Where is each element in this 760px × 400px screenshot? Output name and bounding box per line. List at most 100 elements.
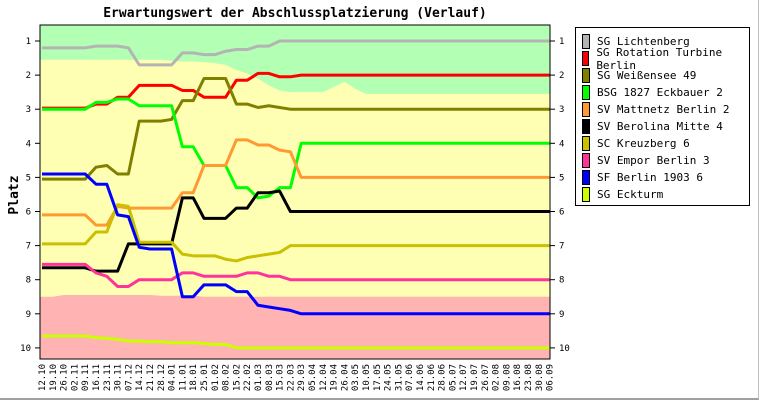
y-tick-label: 9	[559, 310, 564, 320]
y-tick-label: 5	[559, 173, 564, 183]
x-tick-label: 11.01	[178, 364, 188, 391]
x-tick-label: 10.05	[362, 364, 372, 391]
x-tick-label: 09.11	[81, 364, 91, 391]
plot-area-border	[39, 24, 551, 360]
legend-swatch	[582, 102, 590, 117]
legend-label: SG Rotation Turbine Berlin	[596, 45, 723, 72]
y-tick-label: 3	[559, 105, 564, 115]
x-tick-label: 21.06	[427, 364, 437, 391]
x-tick-label: 15.02	[232, 364, 242, 391]
series-line	[42, 77, 550, 181]
y-tick-label: 1	[559, 37, 564, 47]
x-tick-label: 30.11	[114, 364, 124, 391]
x-tick-label: 01.03	[254, 364, 264, 391]
y-tick-label: 8	[559, 276, 564, 286]
x-tick-label: 03.05	[351, 364, 361, 391]
series-line	[42, 71, 550, 110]
y-axis-label: Platz	[7, 175, 22, 214]
legend-swatch	[582, 34, 590, 49]
x-tick-label: 01.02	[211, 364, 221, 391]
legend-item: SG Lichtenberg	[576, 33, 749, 50]
x-tick-label: 15.03	[276, 364, 286, 391]
x-tick-label: 14.06	[416, 364, 426, 391]
x-tick-label: 05.07	[448, 364, 458, 391]
x-tick-label: 25.01	[200, 364, 210, 391]
x-tick-label: 22.03	[286, 364, 296, 391]
y-tick-label: 7	[559, 242, 564, 252]
x-tick-label: 08.03	[265, 364, 275, 391]
legend-label: SV Berolina Mitte 4	[597, 120, 723, 133]
legend-swatch	[582, 119, 590, 134]
x-tick-label: 16.11	[92, 364, 102, 391]
y-tick-label: 10	[20, 344, 31, 354]
y-tick-label: 8	[26, 276, 31, 286]
y-tick-label: 2	[559, 71, 564, 81]
x-tick-label: 31.05	[394, 364, 404, 391]
x-tick-label: 12.04	[319, 364, 329, 391]
legend-label: SG Eckturm	[597, 188, 664, 201]
y-tick-label: 4	[559, 139, 564, 149]
legend-swatch	[582, 51, 590, 66]
y-tick-label: 7	[26, 242, 31, 252]
legend-item: SV Mattnetz Berlin 2	[576, 101, 749, 118]
x-tick-label: 04.01	[168, 364, 178, 391]
legend-label: SG Weißensee 49	[597, 69, 697, 82]
legend-item: SV Berolina Mitte 4	[576, 118, 749, 135]
legend-item: SG Weißensee 49	[576, 67, 749, 84]
y-tick-label: 1	[26, 37, 31, 47]
x-tick-label: 12.10	[38, 364, 48, 391]
x-tick-label: 23.11	[103, 364, 113, 391]
legend-label: BSG 1827 Eckbauer 2	[597, 86, 723, 99]
x-tick-label: 19.04	[330, 364, 340, 391]
series-line	[42, 203, 550, 263]
y-tick-label: 6	[26, 208, 31, 218]
x-tick-label: 18.01	[189, 364, 199, 391]
x-tick-label: 21.12	[146, 364, 156, 391]
x-tick-label: 07.12	[124, 364, 134, 391]
x-tick-label: 28.06	[438, 364, 448, 391]
y-axis-ticks: 1 1 2 2 3 3 4 4 5 5 6 6 7 7 8 8 9 9 10 10	[20, 37, 570, 354]
x-tick-label: 29.03	[297, 364, 307, 391]
x-tick-label: 19.10	[49, 364, 59, 391]
series-line	[42, 138, 550, 227]
chart-title: Erwartungswert der Abschlussplatzierung …	[103, 6, 487, 21]
rank-zones	[40, 25, 550, 359]
x-tick-label: 17.05	[373, 364, 383, 391]
legend-swatch	[582, 136, 590, 151]
legend-item: SC Kreuzberg 6	[576, 135, 749, 152]
x-tick-label: 12.07	[459, 364, 469, 391]
x-tick-label: 30.08	[535, 364, 545, 391]
series-line	[42, 172, 550, 316]
series-line	[42, 189, 550, 273]
legend-swatch	[582, 85, 590, 100]
x-tick-label: 07.06	[405, 364, 415, 391]
x-tick-label: 08.02	[222, 364, 232, 391]
y-tick-label: 10	[559, 344, 570, 354]
legend-item: SG Rotation Turbine Berlin	[576, 46, 749, 72]
x-tick-label: 06.09	[546, 364, 556, 391]
legend-label: SV Empor Berlin 3	[597, 154, 710, 167]
y-tick-label: 4	[26, 139, 31, 149]
y-tick-label: 9	[26, 310, 31, 320]
x-tick-label: 09.08	[502, 364, 512, 391]
legend-item: BSG 1827 Eckbauer 2	[576, 84, 749, 101]
series-line	[42, 334, 550, 350]
series-line	[42, 39, 550, 67]
legend-label: SC Kreuzberg 6	[597, 137, 690, 150]
legend-swatch	[582, 153, 590, 168]
x-tick-label: 26.04	[340, 364, 350, 391]
zone-bottom	[40, 295, 550, 359]
y-tick-label: 3	[26, 105, 31, 115]
legend-item: SV Empor Berlin 3	[576, 152, 749, 169]
x-tick-label: 02.08	[492, 364, 502, 391]
x-tick-label: 23.08	[524, 364, 534, 391]
x-tick-label: 05.04	[308, 364, 318, 391]
legend: SG Lichtenberg SG Rotation Turbine Berli…	[575, 27, 750, 206]
x-tick-label: 16.08	[513, 364, 523, 391]
y-tick-label: 2	[26, 71, 31, 81]
series-lines	[42, 39, 550, 350]
y-tick-label: 6	[559, 208, 564, 218]
legend-swatch	[582, 170, 590, 185]
